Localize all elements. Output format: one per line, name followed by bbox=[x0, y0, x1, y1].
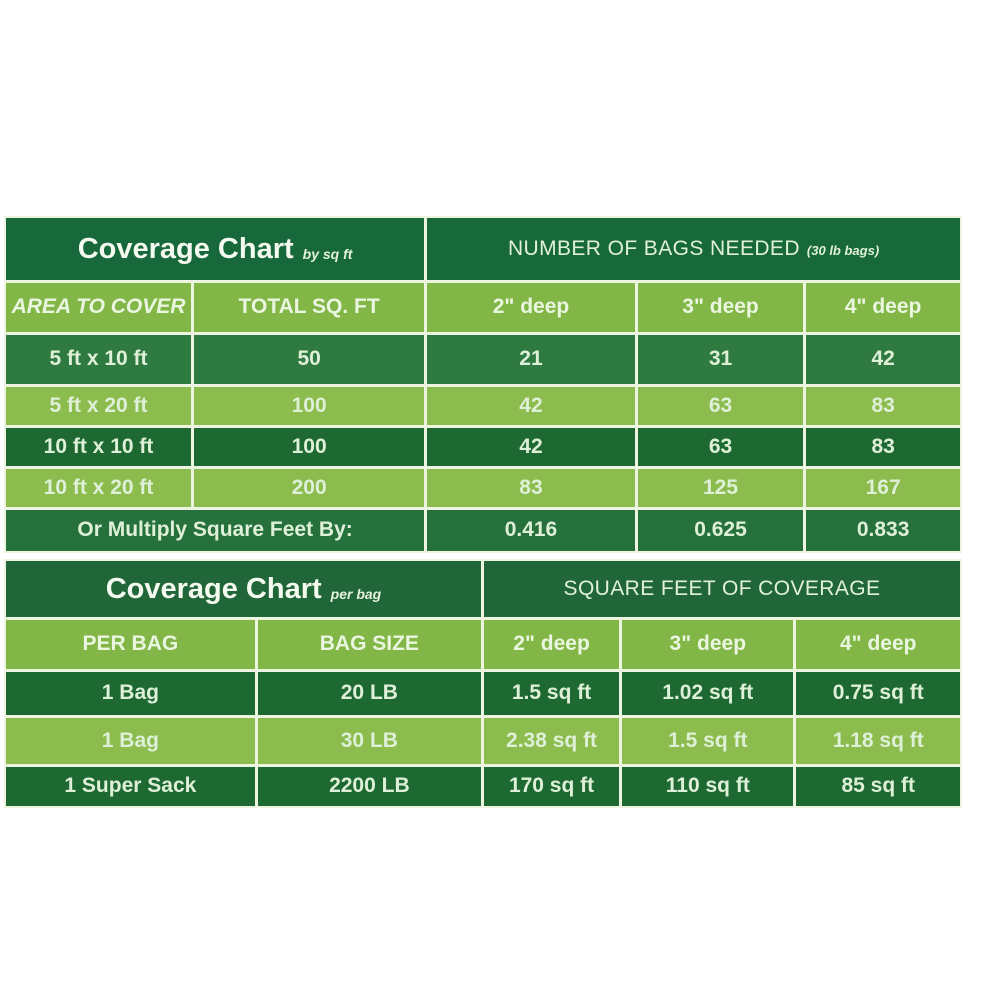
footer-value-cell: 0.833 bbox=[806, 510, 960, 551]
table-cell: 42 bbox=[806, 335, 960, 384]
table-cell: 63 bbox=[637, 428, 804, 466]
table-cell: 63 bbox=[637, 387, 804, 425]
table-cell: 42 bbox=[427, 428, 635, 466]
column-header: 4" deep bbox=[806, 283, 960, 332]
table-cell: 30 LB bbox=[257, 718, 481, 764]
table-divider-gap bbox=[4, 553, 962, 559]
table-cell: 31 bbox=[637, 335, 804, 384]
footer-value-cell: 0.416 bbox=[427, 510, 635, 551]
group-header-cell: SQUARE FEET OF COVERAGE bbox=[483, 561, 960, 617]
column-header: TOTAL SQ. FT bbox=[194, 283, 425, 332]
table-cell: 1.5 sq ft bbox=[622, 718, 794, 764]
table-cell: 1 Bag bbox=[6, 672, 255, 715]
table-cell: 170 sq ft bbox=[483, 767, 620, 806]
table-cell: 100 bbox=[194, 387, 425, 425]
table-cell: 10 ft x 10 ft bbox=[6, 428, 192, 466]
table-title: Coverage Chart bbox=[77, 232, 294, 265]
table-cell: 1 Super Sack bbox=[6, 767, 255, 806]
column-header: PER BAG bbox=[6, 620, 255, 669]
column-header: 3" deep bbox=[637, 283, 804, 332]
column-header: BAG SIZE bbox=[257, 620, 481, 669]
coverage-per-bag-table: Coverage Chart per bag SQUARE FEET OF COVE… bbox=[4, 559, 962, 808]
table-title-note: by sq ft bbox=[302, 245, 353, 262]
coverage-by-sqft-table: Coverage Chart by sq ft NUMBER OF BAGS NEE… bbox=[4, 216, 962, 553]
column-header: 2" deep bbox=[483, 620, 620, 669]
table-title: Coverage Chart bbox=[105, 572, 322, 605]
table-cell: 1.02 sq ft bbox=[622, 672, 794, 715]
table-cell: 1 Bag bbox=[6, 718, 255, 764]
table-cell: 2200 LB bbox=[257, 767, 481, 806]
table-cell: 1.18 sq ft bbox=[796, 718, 960, 764]
group-header: SQUARE FEET OF COVERAGE bbox=[563, 576, 881, 600]
table-cell: 100 bbox=[194, 428, 425, 466]
column-header: AREA TO COVER bbox=[6, 283, 192, 332]
column-header: 4" deep bbox=[796, 620, 960, 669]
column-header: 2" deep bbox=[427, 283, 635, 332]
group-header-note: (30 lb bags) bbox=[806, 243, 880, 259]
coverage-tables: Coverage Chart by sq ft NUMBER OF BAGS NEE… bbox=[4, 216, 962, 808]
table-cell: 200 bbox=[194, 469, 425, 507]
table-cell: 2.38 sq ft bbox=[483, 718, 620, 764]
table-cell: 110 sq ft bbox=[622, 767, 794, 806]
table-title-note: per bag bbox=[330, 585, 382, 602]
table-cell: 83 bbox=[806, 428, 960, 466]
table-cell: 42 bbox=[427, 387, 635, 425]
table-cell: 10 ft x 20 ft bbox=[6, 469, 192, 507]
table-cell: 5 ft x 20 ft bbox=[6, 387, 192, 425]
group-header: NUMBER OF BAGS NEEDED bbox=[507, 236, 800, 260]
table-cell: 20 LB bbox=[257, 672, 481, 715]
column-header: 3" deep bbox=[622, 620, 794, 669]
table-cell: 50 bbox=[194, 335, 425, 384]
table-title-cell: Coverage Chart by sq ft bbox=[6, 218, 425, 280]
table-cell: 167 bbox=[806, 469, 960, 507]
table-cell: 85 sq ft bbox=[796, 767, 960, 806]
footer-label-cell: Or Multiply Square Feet By: bbox=[6, 510, 425, 551]
table-cell: 0.75 sq ft bbox=[796, 672, 960, 715]
table-cell: 5 ft x 10 ft bbox=[6, 335, 192, 384]
footer-value-cell: 0.625 bbox=[637, 510, 804, 551]
table-cell: 125 bbox=[637, 469, 804, 507]
table-cell: 1.5 sq ft bbox=[483, 672, 620, 715]
table-cell: 83 bbox=[427, 469, 635, 507]
table-cell: 21 bbox=[427, 335, 635, 384]
table-title-cell: Coverage Chart per bag bbox=[6, 561, 481, 617]
table-cell: 83 bbox=[806, 387, 960, 425]
group-header-cell: NUMBER OF BAGS NEEDED (30 lb bags) bbox=[427, 218, 960, 280]
